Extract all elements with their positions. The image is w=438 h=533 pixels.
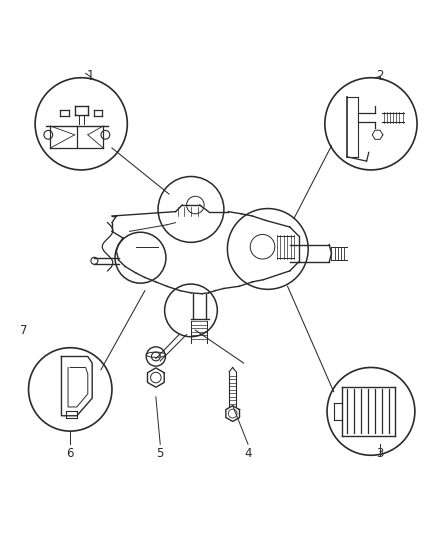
Text: 2: 2 — [375, 69, 383, 82]
Text: 7: 7 — [20, 324, 28, 337]
Text: 5: 5 — [156, 447, 163, 459]
Text: 6: 6 — [66, 447, 74, 459]
Text: 4: 4 — [244, 447, 251, 459]
Text: 1: 1 — [86, 69, 94, 82]
Text: 3: 3 — [375, 447, 382, 459]
